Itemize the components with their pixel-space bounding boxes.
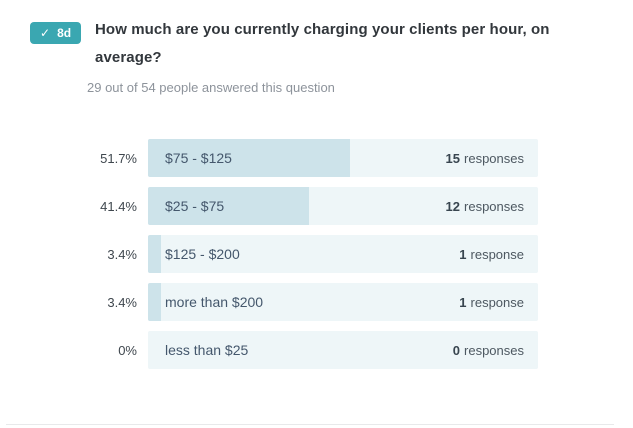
response-count-number: 1: [459, 246, 467, 262]
question-title: How much are you currently charging your…: [95, 21, 550, 66]
response-count: 0 responses: [453, 331, 524, 369]
bar-track: $125 - $200 1 response: [148, 235, 538, 273]
percent-label: 0%: [118, 342, 137, 358]
bar-track: less than $25 0 responses: [148, 331, 538, 369]
next-card-divider: [6, 424, 614, 425]
check-icon: ✓: [40, 26, 51, 40]
bar-fill: [148, 187, 310, 225]
response-count-unit: response: [470, 294, 524, 310]
bar-track: $75 - $125 15 responses: [148, 139, 538, 177]
result-row: 3.4% $125 - $200 1 response: [0, 235, 633, 273]
bar-fill: [148, 283, 162, 321]
response-count: 1 response: [459, 235, 524, 273]
result-row: 3.4% more than $200 1 response: [0, 283, 633, 321]
bar-fill: [148, 139, 350, 177]
response-count-number: 1: [459, 294, 467, 310]
bar-track: $25 - $75 12 responses: [148, 187, 538, 225]
bar-fill: [148, 235, 162, 273]
response-count-number: 0: [452, 342, 461, 358]
answer-label: $25 - $75: [165, 198, 225, 214]
response-count-number: 12: [445, 198, 461, 214]
result-row: 0% less than $25 0 responses: [0, 331, 633, 369]
response-count: 12 responses: [446, 187, 524, 225]
response-count-unit: response: [470, 246, 524, 262]
response-count-number: 15: [445, 150, 461, 166]
response-count: 1 response: [459, 283, 524, 321]
result-row: 51.7% $75 - $125 15 responses: [0, 139, 633, 177]
result-row: 41.4% $25 - $75 12 responses: [0, 187, 633, 225]
percent-label: 41.4%: [100, 198, 137, 214]
answered-summary: 29 out of 54 people answered this questi…: [87, 80, 335, 95]
bar-track: more than $200 1 response: [148, 283, 538, 321]
question-id-label: 8d: [57, 26, 72, 40]
results-bar-chart: 51.7% $75 - $125 15 responses 41.4% $25 …: [0, 139, 633, 379]
response-count-unit: responses: [464, 342, 524, 358]
percent-label: 51.7%: [100, 150, 137, 166]
answer-label: more than $200: [165, 294, 264, 310]
response-count-unit: responses: [464, 198, 524, 214]
response-count-unit: responses: [464, 150, 524, 166]
answer-label: $125 - $200: [165, 246, 240, 262]
response-count: 15 responses: [446, 139, 524, 177]
percent-label: 3.4%: [107, 246, 137, 262]
percent-label: 3.4%: [107, 294, 137, 310]
answer-label: less than $25: [165, 342, 249, 358]
question-status-badge: ✓ 8d: [30, 22, 82, 44]
answer-label: $75 - $125: [165, 150, 232, 166]
